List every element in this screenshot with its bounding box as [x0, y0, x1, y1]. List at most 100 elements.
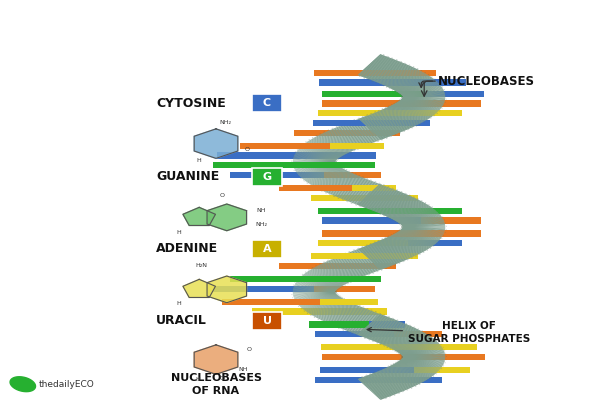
Polygon shape [296, 153, 335, 162]
Polygon shape [365, 376, 389, 397]
Polygon shape [396, 103, 427, 120]
Polygon shape [371, 374, 395, 394]
Polygon shape [381, 110, 406, 130]
Polygon shape [194, 129, 238, 158]
Polygon shape [403, 217, 442, 226]
Polygon shape [403, 90, 444, 97]
Polygon shape [402, 83, 439, 96]
Polygon shape [397, 335, 428, 352]
Polygon shape [398, 102, 430, 118]
Polygon shape [360, 248, 384, 269]
Bar [421, 100, 481, 107]
Polygon shape [403, 351, 444, 357]
Polygon shape [371, 189, 395, 210]
Polygon shape [376, 242, 400, 263]
Polygon shape [359, 118, 383, 139]
Polygon shape [381, 370, 406, 390]
Polygon shape [378, 371, 403, 392]
Polygon shape [384, 326, 410, 346]
Polygon shape [365, 246, 388, 267]
Polygon shape [343, 309, 367, 330]
Polygon shape [325, 262, 352, 282]
Polygon shape [403, 98, 441, 109]
Polygon shape [382, 239, 408, 260]
Polygon shape [349, 311, 373, 332]
Bar [313, 120, 386, 126]
Polygon shape [386, 326, 412, 346]
Polygon shape [303, 165, 337, 180]
Polygon shape [378, 111, 403, 132]
Polygon shape [322, 133, 349, 153]
Polygon shape [367, 188, 391, 209]
Polygon shape [355, 250, 379, 271]
Polygon shape [393, 364, 422, 383]
Polygon shape [390, 329, 417, 348]
Polygon shape [402, 99, 439, 112]
Polygon shape [377, 322, 402, 343]
Polygon shape [299, 293, 336, 306]
Polygon shape [376, 322, 401, 342]
Polygon shape [403, 98, 442, 107]
Bar [325, 276, 381, 282]
Polygon shape [403, 227, 443, 236]
Polygon shape [402, 84, 439, 96]
Polygon shape [332, 259, 358, 279]
Polygon shape [301, 146, 337, 160]
Polygon shape [302, 164, 337, 178]
Polygon shape [403, 92, 445, 97]
Polygon shape [316, 169, 344, 188]
Polygon shape [377, 62, 402, 83]
Polygon shape [384, 196, 410, 216]
Polygon shape [382, 325, 408, 345]
Polygon shape [294, 292, 335, 298]
Polygon shape [400, 360, 434, 376]
Polygon shape [296, 151, 335, 161]
Polygon shape [347, 310, 371, 332]
Polygon shape [342, 255, 366, 276]
Polygon shape [299, 148, 336, 161]
Polygon shape [322, 301, 349, 320]
Polygon shape [403, 358, 442, 368]
Polygon shape [398, 102, 429, 119]
Polygon shape [365, 246, 389, 267]
Polygon shape [398, 101, 431, 118]
Polygon shape [402, 98, 440, 110]
Polygon shape [341, 308, 365, 329]
Polygon shape [403, 98, 443, 105]
Polygon shape [385, 326, 411, 346]
Polygon shape [377, 371, 402, 392]
Polygon shape [347, 253, 371, 274]
Polygon shape [393, 234, 422, 253]
Polygon shape [399, 337, 432, 354]
Polygon shape [314, 137, 343, 156]
Polygon shape [401, 359, 437, 372]
Polygon shape [401, 210, 436, 224]
Polygon shape [400, 100, 433, 116]
Polygon shape [402, 83, 439, 96]
Polygon shape [335, 306, 359, 326]
Polygon shape [305, 273, 338, 289]
Polygon shape [399, 101, 432, 117]
Polygon shape [335, 176, 360, 197]
Polygon shape [373, 320, 398, 341]
Polygon shape [302, 146, 337, 160]
Polygon shape [402, 358, 439, 371]
Polygon shape [385, 66, 412, 86]
Polygon shape [296, 163, 335, 173]
Polygon shape [334, 258, 359, 278]
Polygon shape [402, 228, 439, 240]
Polygon shape [401, 229, 437, 242]
Polygon shape [364, 376, 388, 397]
Text: NUCLEOBASES
OF RNA: NUCLEOBASES OF RNA [170, 373, 262, 396]
Polygon shape [402, 213, 439, 226]
Polygon shape [399, 101, 431, 117]
Polygon shape [375, 112, 400, 133]
Polygon shape [378, 371, 403, 392]
Polygon shape [403, 228, 442, 238]
Polygon shape [293, 158, 335, 162]
Polygon shape [401, 82, 437, 95]
Polygon shape [394, 202, 422, 220]
Polygon shape [403, 88, 443, 97]
Polygon shape [368, 245, 392, 266]
Polygon shape [392, 364, 421, 383]
